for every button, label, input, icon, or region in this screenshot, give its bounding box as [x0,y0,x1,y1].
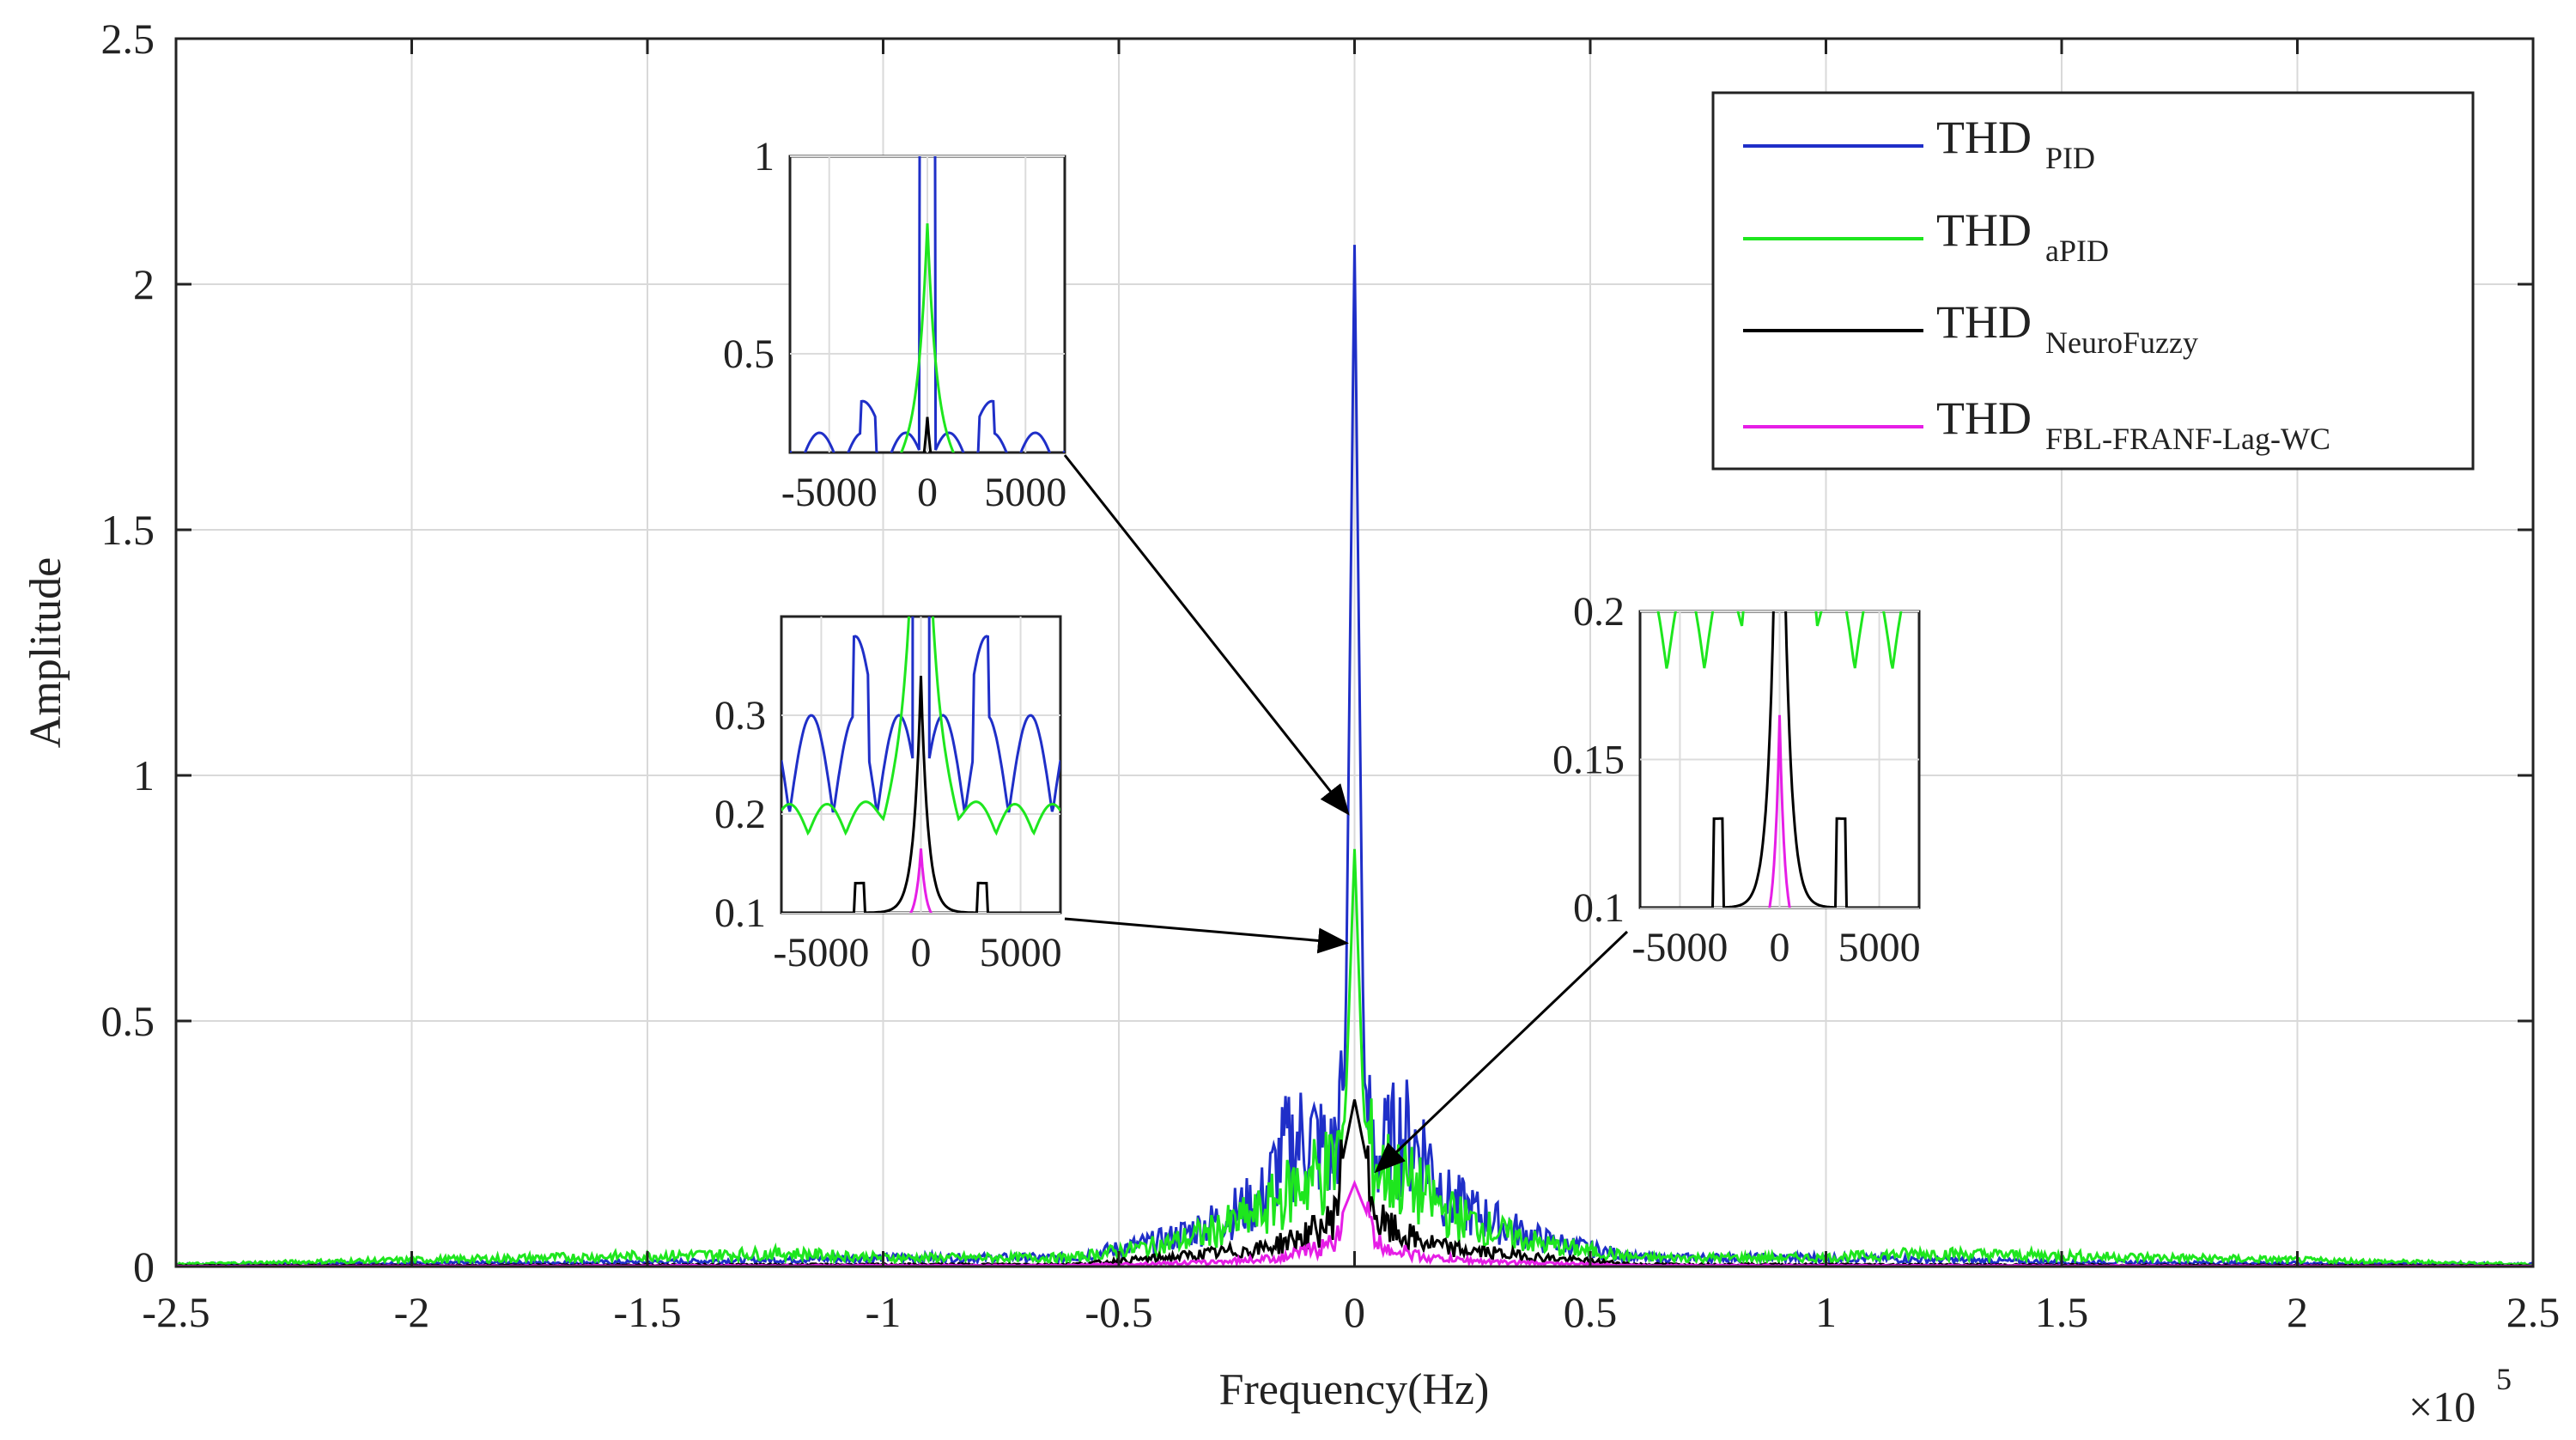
main-ticks: -2.5 -2 -1.5 -1 -0.5 0 0.5 1 1.5 2 2.5 0 0.5 1 1.5 2 2.5 [101,15,2561,1336]
inset-y-tick-label: 0.1 [714,890,766,936]
inset-x-tick-label: 0 [911,930,932,975]
legend-label-3: THD [1936,392,2032,444]
arrow-right-inset [1374,930,1629,1174]
inset-middle-curves [781,617,1060,913]
x-tick-label: -2.5 [142,1288,210,1336]
svg-text:×10: ×10 [2409,1382,2476,1431]
inset-series-3 [1768,714,1791,908]
inset-y-tick-label: 0.2 [1573,589,1625,635]
insets: -5000 0 5000 0.5 1 -5000 0 5000 0.1 0.2 0.3 -5000 0 5… [714,134,1921,975]
inset-x-tick-label: -5000 [1631,925,1728,970]
x-tick-label: 1.5 [2035,1288,2089,1336]
y-tick-label: 1 [133,751,155,799]
y-tick-label: 2.5 [101,15,155,63]
inset-y-tick-label: 0.5 [723,331,775,377]
legend-label-2: THD [1936,296,2032,348]
annotation-arrows [1063,454,1629,1174]
inset-y-tick-label: 0.1 [1573,885,1625,931]
legend-sublabel-3: FBL-FRANF-Lag-WC [2045,422,2330,456]
inset-series-1 [781,617,1060,836]
inset-right: -5000 0 5000 0.1 0.15 0.2 [1552,589,1921,970]
inset-x-tick-label: 5000 [984,470,1066,515]
x-tick-label: 0 [1344,1288,1365,1336]
inset-x-tick-label: 0 [917,470,938,515]
inset-x-tick-label: -5000 [781,470,878,515]
x-tick-label: 2.5 [2506,1288,2561,1336]
legend: THD PID THD aPID THD NeuroFuzzy THD FBL-FRANF-L… [1711,91,2475,471]
x-tick-label: -2 [394,1288,430,1336]
inset-y-tick-label: 1 [754,134,775,179]
y-axis-label: Amplitude [21,557,70,748]
y-tick-label: 2 [133,260,155,308]
legend-sublabel-1: aPID [2045,234,2109,268]
legend-label-1: THD [1936,204,2032,256]
x-axis-multiplier: ×10 5 [2409,1362,2512,1431]
y-tick-label: 0.5 [101,997,155,1045]
inset-y-tick-label: 0.15 [1552,738,1625,783]
x-tick-label: -0.5 [1084,1288,1152,1336]
inset-series-2 [781,675,1060,913]
inset-x-tick-label: 5000 [1838,925,1921,970]
inset-series-2 [922,416,933,453]
inset-top: -5000 0 5000 0.5 1 [723,134,1066,515]
inset-top-curves [790,156,1065,453]
inset-y-tick-label: 0.3 [714,693,766,738]
legend-sublabel-0: PID [2045,141,2095,175]
arrow-middle-inset [1064,917,1349,954]
inset-series-3 [909,848,933,913]
x-tick-label: 2 [2287,1288,2308,1336]
legend-box [1711,91,2475,471]
x-tick-label: 1 [1815,1288,1837,1336]
inset-series-1 [900,223,955,453]
inset-series-0 [781,617,1060,813]
inset-middle: -5000 0 5000 0.1 0.2 0.3 [714,615,1062,975]
legend-sublabel-2: NeuroFuzzy [2045,325,2198,360]
inset-x-tick-label: -5000 [773,930,869,975]
inset-right-curves [1640,611,1919,908]
svg-text:5: 5 [2496,1362,2512,1396]
inset-x-tick-label: 0 [1770,925,1790,970]
legend-label-0: THD [1936,112,2032,163]
x-axis-label: Frequency(Hz) [1219,1365,1490,1414]
y-tick-label: 1.5 [101,506,155,554]
x-tick-label: -1.5 [613,1288,681,1336]
x-tick-label: -1 [866,1288,902,1336]
x-tick-label: 0.5 [1564,1288,1618,1336]
inset-y-tick-label: 0.2 [714,792,766,837]
inset-x-tick-label: 5000 [980,930,1062,975]
series-line-1 [175,848,2534,1267]
y-tick-label: 0 [133,1243,155,1291]
arrow-top-inset [1063,454,1350,816]
